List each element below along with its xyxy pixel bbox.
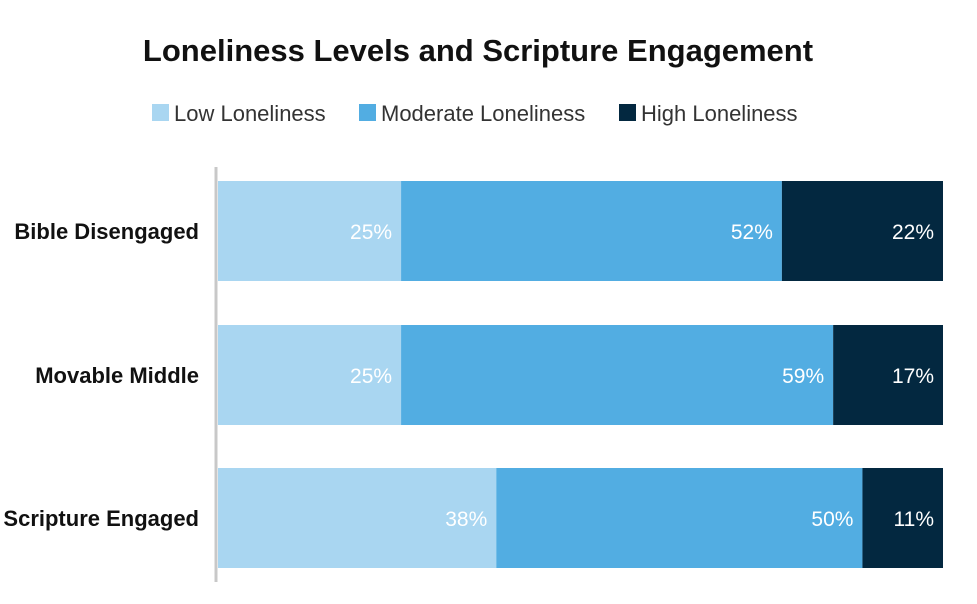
chart-title: Loneliness Levels and Scripture Engageme… <box>143 33 813 68</box>
bar-bible-disengaged-low-loneliness <box>218 181 402 281</box>
category-label-movable-middle: Movable Middle <box>35 363 199 388</box>
value-labels: 25% 52% 22% 25% 59% 17% 38% 50% 11% <box>350 221 934 531</box>
chart-legend: Low Loneliness Moderate Loneliness High Lo… <box>152 101 798 126</box>
bar-bible-disengaged-high-loneliness <box>781 181 943 281</box>
legend-label-moderate-loneliness: Moderate Loneliness <box>381 101 585 126</box>
bar-scripture-engaged-low-loneliness <box>218 468 497 568</box>
value-label-movable-middle-low-loneliness: 25% <box>350 365 392 388</box>
value-label-bible-disengaged-low-loneliness: 25% <box>350 221 392 244</box>
legend-swatch-low-loneliness <box>152 104 169 121</box>
legend-label-low-loneliness: Low Loneliness <box>174 101 326 126</box>
legend-swatch-moderate-loneliness <box>359 104 376 121</box>
category-label-scripture-engaged: Scripture Engaged <box>3 506 199 531</box>
value-label-scripture-engaged-low-loneliness: 38% <box>445 508 487 531</box>
bar-bible-disengaged-moderate-loneliness <box>401 181 782 281</box>
legend-label-high-loneliness: High Loneliness <box>641 101 798 126</box>
bars <box>218 181 943 568</box>
bar-movable-middle-high-loneliness <box>833 325 943 425</box>
category-labels: Bible Disengaged Movable Middle Scripture … <box>3 219 199 531</box>
bar-scripture-engaged-moderate-loneliness <box>496 468 863 568</box>
value-label-movable-middle-moderate-loneliness: 59% <box>782 365 824 388</box>
category-label-bible-disengaged: Bible Disengaged <box>14 219 199 244</box>
value-label-bible-disengaged-moderate-loneliness: 52% <box>731 221 773 244</box>
value-label-scripture-engaged-moderate-loneliness: 50% <box>811 508 853 531</box>
bar-movable-middle-low-loneliness <box>218 325 402 425</box>
bar-movable-middle-moderate-loneliness <box>401 325 834 425</box>
bar-scripture-engaged-high-loneliness <box>862 468 943 568</box>
value-label-movable-middle-high-loneliness: 17% <box>892 365 934 388</box>
legend-swatch-high-loneliness <box>619 104 636 121</box>
value-label-scripture-engaged-high-loneliness: 11% <box>894 508 934 531</box>
value-label-bible-disengaged-high-loneliness: 22% <box>892 221 934 244</box>
